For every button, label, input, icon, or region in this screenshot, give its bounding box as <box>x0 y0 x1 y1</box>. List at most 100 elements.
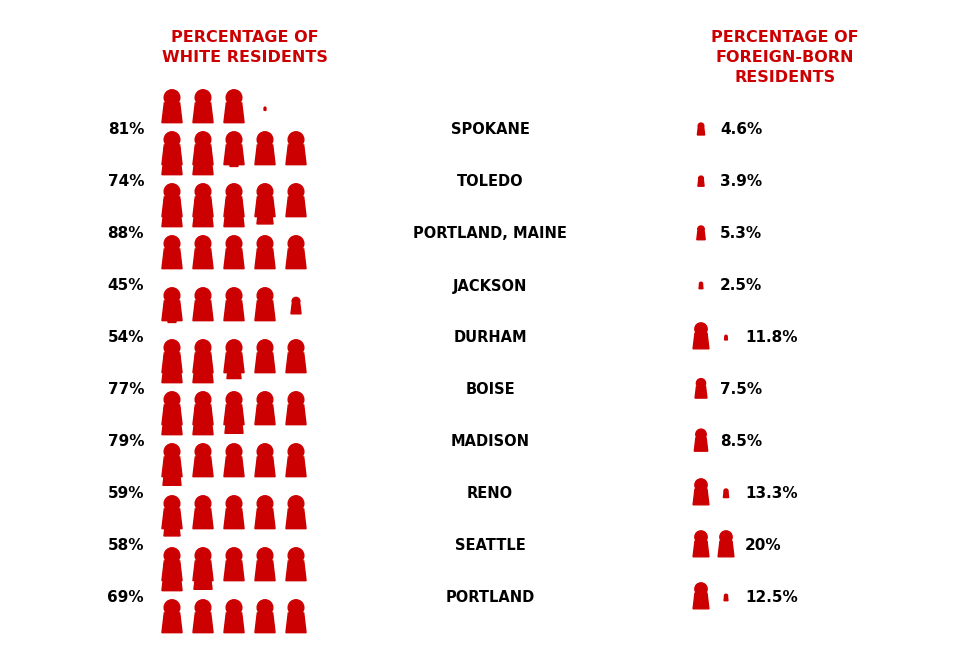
Polygon shape <box>193 145 213 165</box>
Circle shape <box>699 176 704 181</box>
Circle shape <box>195 183 211 199</box>
Text: 54%: 54% <box>108 330 144 345</box>
Polygon shape <box>193 509 213 529</box>
Circle shape <box>265 107 266 108</box>
Circle shape <box>695 479 708 491</box>
Polygon shape <box>230 159 238 167</box>
Circle shape <box>724 594 727 597</box>
Polygon shape <box>162 155 182 175</box>
Circle shape <box>195 496 211 511</box>
Circle shape <box>257 444 272 460</box>
Circle shape <box>288 599 304 615</box>
Polygon shape <box>257 208 273 224</box>
Polygon shape <box>225 415 243 434</box>
Polygon shape <box>286 145 306 165</box>
Circle shape <box>226 194 242 210</box>
Circle shape <box>165 402 180 417</box>
Circle shape <box>226 132 242 148</box>
Polygon shape <box>698 180 704 186</box>
Polygon shape <box>162 415 182 435</box>
Polygon shape <box>162 353 182 373</box>
Circle shape <box>195 350 211 366</box>
Polygon shape <box>223 207 244 227</box>
Polygon shape <box>162 145 182 165</box>
Polygon shape <box>255 197 275 217</box>
Circle shape <box>257 288 272 304</box>
Polygon shape <box>223 301 244 321</box>
Text: 69%: 69% <box>108 590 144 605</box>
Circle shape <box>165 89 180 105</box>
Text: 59%: 59% <box>108 486 144 502</box>
Polygon shape <box>699 285 703 289</box>
Polygon shape <box>162 207 182 227</box>
Circle shape <box>724 489 728 493</box>
Circle shape <box>226 89 242 105</box>
Text: 12.5%: 12.5% <box>745 590 798 605</box>
Polygon shape <box>286 561 306 581</box>
Circle shape <box>166 509 178 522</box>
Circle shape <box>695 531 708 543</box>
Circle shape <box>697 379 706 388</box>
Circle shape <box>195 392 211 407</box>
Polygon shape <box>162 301 182 321</box>
Circle shape <box>169 310 175 315</box>
Polygon shape <box>223 405 244 424</box>
Text: 8.5%: 8.5% <box>720 434 762 449</box>
Text: 81%: 81% <box>108 123 144 138</box>
Text: MADISON: MADISON <box>451 434 529 449</box>
Polygon shape <box>193 207 213 227</box>
Polygon shape <box>697 231 706 240</box>
Polygon shape <box>255 249 275 268</box>
Polygon shape <box>693 333 709 349</box>
Circle shape <box>725 335 727 338</box>
Circle shape <box>226 288 242 304</box>
Circle shape <box>257 392 272 407</box>
Circle shape <box>165 132 180 148</box>
Polygon shape <box>162 103 182 123</box>
Text: 20%: 20% <box>745 539 782 554</box>
Polygon shape <box>255 561 275 581</box>
Polygon shape <box>255 457 275 477</box>
Text: 58%: 58% <box>108 539 144 554</box>
Circle shape <box>226 496 242 511</box>
Text: JACKSON: JACKSON <box>453 278 527 293</box>
Polygon shape <box>223 197 244 217</box>
Polygon shape <box>193 457 213 477</box>
Polygon shape <box>693 541 709 557</box>
Circle shape <box>288 548 304 564</box>
Polygon shape <box>255 405 275 424</box>
Circle shape <box>695 583 708 595</box>
Polygon shape <box>193 301 213 321</box>
Polygon shape <box>168 315 176 323</box>
Text: 4.6%: 4.6% <box>720 123 762 138</box>
Circle shape <box>165 194 180 210</box>
Polygon shape <box>223 613 244 633</box>
Circle shape <box>257 599 272 615</box>
Circle shape <box>696 429 707 439</box>
Text: 3.9%: 3.9% <box>720 174 762 189</box>
Text: 79%: 79% <box>108 434 144 449</box>
Polygon shape <box>286 197 306 217</box>
Polygon shape <box>286 353 306 373</box>
Polygon shape <box>193 415 213 435</box>
Circle shape <box>288 496 304 511</box>
Polygon shape <box>227 365 241 379</box>
Circle shape <box>292 297 300 305</box>
Polygon shape <box>223 249 244 268</box>
Text: 5.3%: 5.3% <box>720 227 762 242</box>
Polygon shape <box>724 597 728 601</box>
Circle shape <box>165 350 180 366</box>
Polygon shape <box>255 613 275 633</box>
Text: 13.3%: 13.3% <box>745 486 798 502</box>
Polygon shape <box>693 489 709 505</box>
Polygon shape <box>723 492 728 498</box>
Circle shape <box>288 236 304 251</box>
Circle shape <box>165 236 180 251</box>
Circle shape <box>698 226 705 232</box>
Polygon shape <box>193 405 213 424</box>
Polygon shape <box>286 457 306 477</box>
Circle shape <box>695 323 708 335</box>
Circle shape <box>226 444 242 460</box>
Polygon shape <box>693 593 709 609</box>
Circle shape <box>165 456 179 470</box>
